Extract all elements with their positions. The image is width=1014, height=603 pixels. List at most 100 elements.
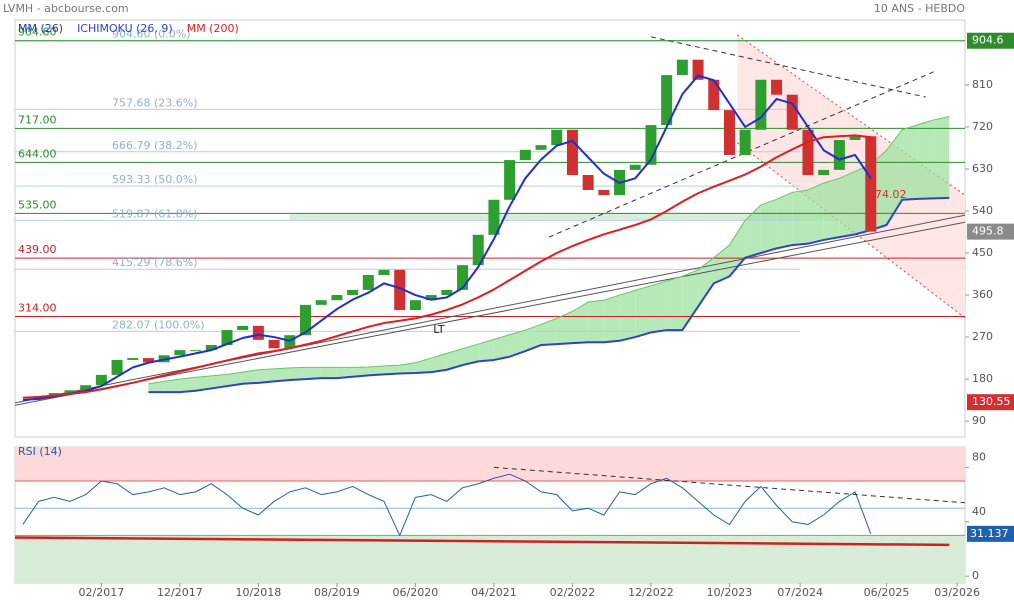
x-tick-label: 12/2017: [157, 586, 203, 599]
candle: [441, 289, 453, 296]
ichimoku-cloud: [760, 199, 777, 254]
candle: [676, 59, 688, 76]
ichimoku-cloud: [164, 379, 180, 393]
ichimoku-cloud: [917, 119, 934, 199]
candle: [457, 265, 469, 290]
y-tick-label: 630: [972, 162, 993, 175]
annotation: LT: [433, 323, 445, 336]
ichimoku-cloud: [635, 285, 651, 338]
ichimoku-cloud: [729, 220, 746, 277]
ichimoku-cloud: [321, 367, 337, 379]
ichimoku-cloud: [493, 334, 510, 360]
ichimoku-cloud: [352, 366, 369, 377]
rsi-y-tick-label: 80: [972, 450, 986, 463]
y-tick-label: 270: [972, 330, 993, 343]
x-tick-label: 06/2020: [393, 586, 439, 599]
price-label: 574.02: [868, 188, 907, 201]
candle: [739, 129, 751, 155]
ichimoku-cloud: [603, 295, 620, 343]
ichimoku-cloud: [666, 276, 683, 331]
price-box-label: 904.6: [972, 34, 1004, 47]
candle: [300, 304, 311, 336]
trendline: [15, 221, 965, 406]
trendline: [493, 466, 965, 504]
candle: [771, 79, 783, 95]
y-tick-label: 90: [972, 414, 986, 427]
ichimoku-cloud: [933, 116, 950, 199]
level-label: 439.00: [18, 243, 57, 256]
y-tick-label: 180: [972, 372, 993, 385]
candle: [818, 169, 830, 176]
candle: [535, 145, 547, 150]
fibonacci-label: 666.79 (38.2%): [112, 139, 198, 152]
ichimoku-cloud: [226, 372, 243, 387]
candle: [347, 289, 359, 296]
ichimoku-cloud: [823, 178, 840, 240]
candle: [174, 350, 186, 356]
fibonacci-label: 757.68 (23.6%): [112, 96, 198, 109]
y-tick-label: 450: [972, 246, 993, 259]
candle: [268, 339, 280, 349]
ichimoku-cloud: [839, 171, 856, 238]
level-label: 314.00: [18, 302, 57, 315]
candle: [331, 295, 343, 301]
candle: [205, 345, 217, 351]
candle: [723, 110, 735, 155]
candle: [190, 350, 202, 352]
candle: [802, 129, 814, 176]
x-tick-label: 04/2021: [471, 586, 517, 599]
x-tick-label: 07/2024: [777, 586, 823, 599]
ichimoku-cloud: [509, 330, 526, 357]
x-tick-label: 03/2026: [934, 586, 980, 599]
y-tick-label: 540: [972, 204, 993, 217]
ichimoku-cloud: [289, 367, 306, 381]
chart-title: LVMH - abcbourse.com: [3, 2, 129, 15]
candle: [504, 160, 516, 200]
candle: [865, 136, 877, 232]
ichimoku-cloud: [305, 367, 322, 380]
ichimoku-cloud: [336, 367, 353, 379]
ichimoku-cloud: [682, 269, 699, 331]
candle: [237, 325, 249, 331]
rsi-plot: [15, 447, 965, 583]
ichimoku-cloud: [886, 129, 903, 225]
level-label: 535.00: [18, 198, 57, 211]
candle: [833, 140, 845, 170]
rsi-y-tick-label: 0: [972, 569, 979, 582]
candle: [582, 175, 594, 190]
ichimoku-cloud: [211, 374, 227, 389]
candle: [645, 125, 657, 165]
candle: [629, 164, 641, 170]
main-plot: [15, 34, 965, 406]
ichimoku-cloud: [556, 311, 573, 345]
y-tick-label: 810: [972, 78, 993, 91]
ichimoku-cloud: [446, 348, 463, 370]
candle: [95, 374, 107, 386]
legend-entry: MM (200): [187, 22, 239, 35]
ichimoku-cloud: [588, 300, 604, 343]
candle: [661, 75, 673, 126]
candle: [80, 385, 92, 391]
moving-average: [22, 74, 872, 402]
rsi-oversold-zone: [15, 535, 965, 583]
ichimoku-span-a: [148, 116, 950, 385]
fibonacci-label: 519.87 (61.8%): [112, 207, 198, 220]
candle: [849, 136, 861, 141]
ichimoku-cloud: [478, 339, 494, 362]
ichimoku-cloud: [368, 366, 385, 376]
candle: [127, 358, 139, 360]
fibonacci-label: 904.60 (0.0%): [112, 28, 191, 41]
candle: [315, 300, 327, 305]
rsi-overbought-zone: [15, 447, 965, 481]
candle: [786, 94, 798, 130]
candle: [488, 199, 500, 235]
rsi-title: RSI (14): [18, 445, 62, 458]
ichimoku-cloud: [745, 204, 761, 258]
fibonacci-label: 593.33 (50.0%): [112, 173, 198, 186]
candle: [409, 300, 421, 310]
x-tick-label: 02/2022: [550, 586, 596, 599]
legend-entry: MM (26): [18, 22, 63, 35]
candle: [472, 234, 484, 266]
ichimoku-cloud: [431, 353, 447, 373]
candle: [755, 79, 767, 130]
